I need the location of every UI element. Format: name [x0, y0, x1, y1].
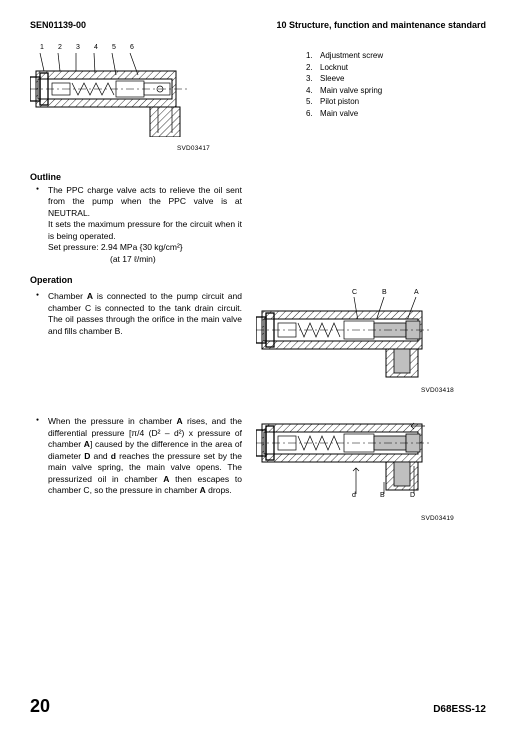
legend-item: Locknut	[306, 62, 383, 74]
fig3-label-d: d	[352, 492, 356, 499]
doc-number: SEN01139-00	[30, 20, 86, 30]
page-number: 20	[30, 696, 50, 717]
operation-block-1: Chamber A is connected to the pump circu…	[30, 291, 486, 394]
page-footer: 20 D68ESS-12	[30, 696, 486, 717]
operation-heading: Operation	[30, 275, 486, 285]
figure-1-callouts: 1 2 3 4 5 6	[30, 44, 260, 51]
legend-item: Sleeve	[306, 73, 383, 85]
figure-1: 1 2 3 4 5 6	[30, 44, 260, 152]
callout-num: 5	[110, 44, 118, 51]
operation-item-1: Chamber A is connected to the pump circu…	[30, 291, 242, 337]
figure-1-ref: SVD03417	[30, 145, 260, 152]
fig3-label-D-upper: D	[410, 492, 415, 499]
valve-diagram-1	[30, 53, 230, 137]
valve-diagram-2	[256, 291, 456, 379]
model-code: D68ESS-12	[433, 704, 486, 715]
figure-2-ref: SVD03418	[256, 387, 466, 394]
figure-1-row: 1 2 3 4 5 6	[30, 44, 486, 152]
fig3-label-b: B	[380, 492, 385, 499]
operation-block-2: When the pressure in chamber A rises, an…	[30, 416, 486, 522]
section-title: 10 Structure, function and maintenance s…	[276, 20, 486, 30]
page: SEN01139-00 10 Structure, function and m…	[0, 0, 510, 733]
figure-2: C B A SVD03418	[256, 291, 466, 394]
figure-1-legend: Adjustment screw Locknut Sleeve Main val…	[306, 50, 383, 120]
legend-item: Main valve spring	[306, 85, 383, 97]
figure-3: d B D SVD03419	[256, 416, 466, 522]
figure-3-ref: SVD03419	[256, 515, 466, 522]
legend-item: Pilot piston	[306, 96, 383, 108]
valve-diagram-3	[256, 416, 456, 508]
callout-num: 3	[74, 44, 82, 51]
callout-num: 6	[128, 44, 136, 51]
callout-num: 4	[92, 44, 100, 51]
legend-item: Main valve	[306, 108, 383, 120]
outline-list: The PPC charge valve acts to relieve the…	[30, 185, 486, 265]
operation-item-2: When the pressure in chamber A rises, an…	[30, 416, 242, 496]
callout-num: 1	[38, 44, 46, 51]
callout-num: 2	[56, 44, 64, 51]
fig2-label-c: C	[352, 289, 357, 296]
fig2-label-a: A	[414, 289, 419, 296]
outline-item: The PPC charge valve acts to relieve the…	[30, 185, 242, 265]
fig2-label-b: B	[382, 289, 387, 296]
outline-heading: Outline	[30, 172, 486, 182]
page-header: SEN01139-00 10 Structure, function and m…	[30, 20, 486, 30]
legend-item: Adjustment screw	[306, 50, 383, 62]
